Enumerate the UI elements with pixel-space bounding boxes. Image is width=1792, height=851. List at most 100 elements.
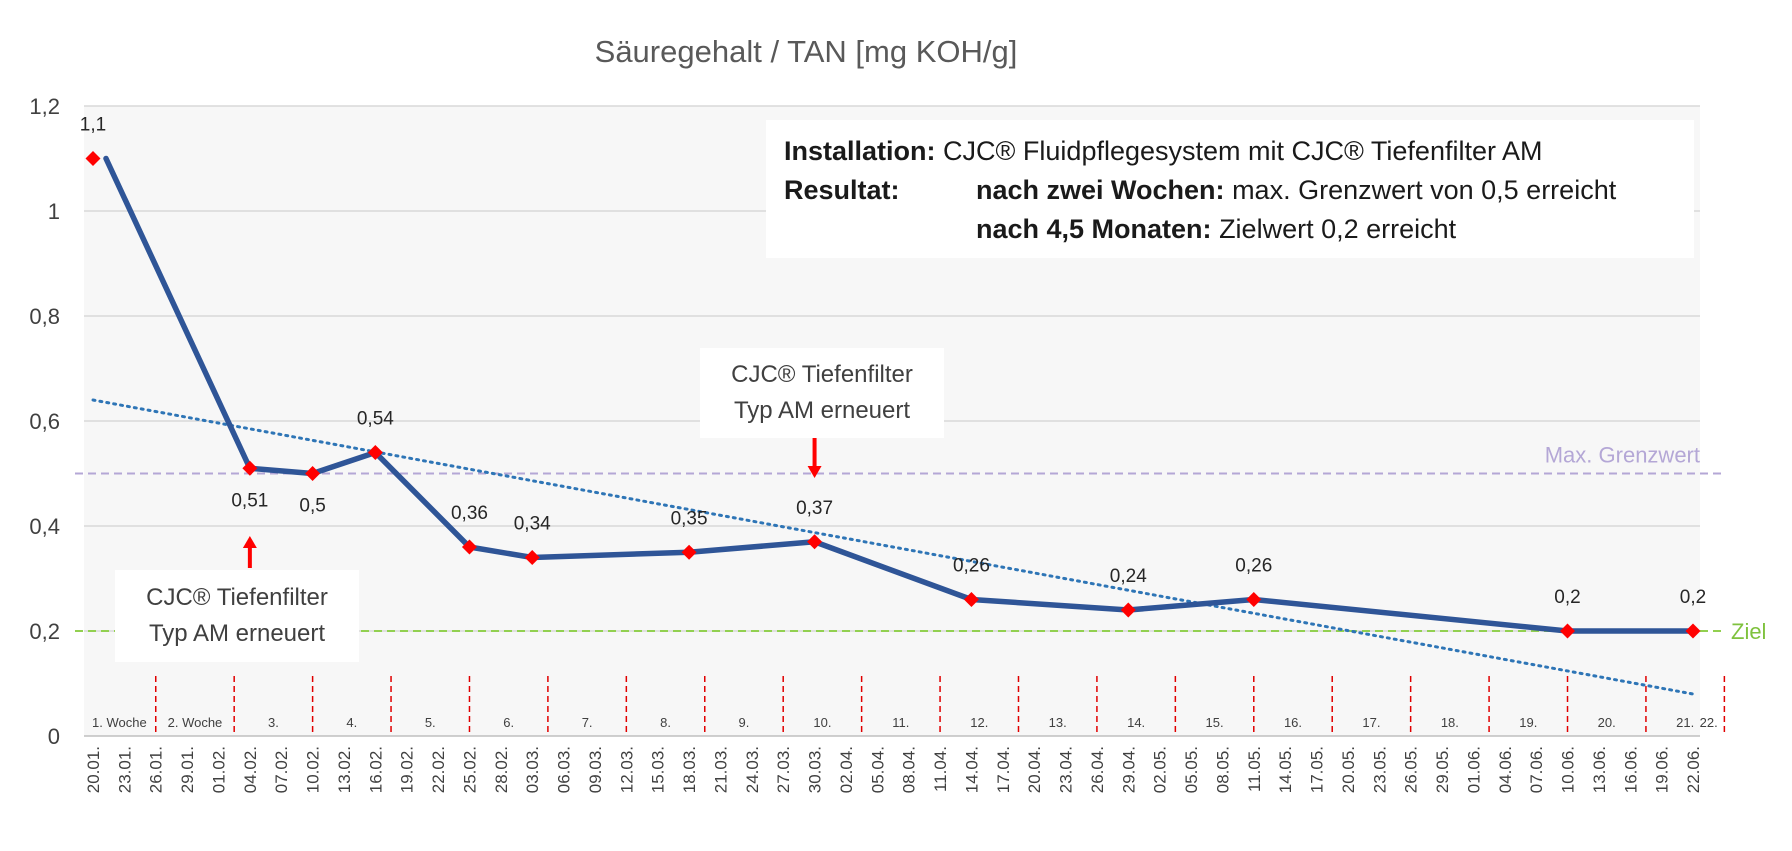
data-point-marker — [305, 466, 321, 481]
week-label: 17. — [1362, 715, 1380, 730]
data-label: 0,26 — [1235, 556, 1272, 577]
data-label: 0,36 — [451, 503, 488, 524]
week-label: 2. Woche — [168, 715, 223, 730]
arrow-callout-2-head — [807, 466, 822, 478]
x-tick-label: 13.06. — [1590, 746, 1609, 793]
data-point-marker — [681, 544, 697, 560]
x-tick-label: 20.05. — [1339, 746, 1358, 793]
x-tick-label: 28.02. — [492, 746, 511, 793]
callout-filter-renewed-2: CJC® Tiefenfilter Typ AM erneuert — [700, 348, 944, 438]
x-tick-label: 27.03. — [774, 746, 793, 793]
x-tick-label: 16.06. — [1621, 746, 1640, 793]
x-tick-label: 06.03. — [555, 746, 574, 793]
x-tick-label: 21.03. — [711, 746, 730, 793]
y-tick-label: 0 — [48, 724, 60, 749]
x-tick-label: 29.04. — [1119, 746, 1138, 793]
x-tick-label: 02.05. — [1151, 746, 1170, 793]
week-label: 11. — [892, 715, 909, 730]
x-tick-label: 22.02. — [429, 746, 448, 793]
installation-text: CJC® Fluidpflegesystem mit CJC® Tiefenfi… — [943, 136, 1543, 166]
week-label: 14. — [1127, 715, 1145, 730]
callout-filter-renewed-1: CJC® Tiefenfilter Typ AM erneuert — [115, 570, 359, 662]
week-label: 1. Woche — [92, 715, 147, 730]
x-tick-label: 08.04. — [900, 746, 919, 793]
result-label: Resultat: — [784, 175, 900, 205]
week-label: 15. — [1206, 715, 1224, 730]
week-label: 12. — [970, 715, 988, 730]
callout-2-line2: Typ AM erneuert — [733, 397, 911, 424]
data-label: 0,54 — [357, 409, 394, 430]
arrow-callout-1-head — [242, 536, 257, 548]
data-point-marker — [1685, 623, 1701, 639]
result-2-text: Zielwert 0,2 erreicht — [1219, 214, 1457, 244]
week-label: 6. — [503, 715, 514, 730]
x-tick-label: 29.01. — [178, 746, 197, 793]
data-point-marker — [367, 445, 383, 460]
data-label: 0,34 — [514, 514, 551, 535]
result-1-text: max. Grenzwert von 0,5 erreicht — [1232, 175, 1617, 205]
x-tick-label: 29.05. — [1433, 746, 1452, 793]
y-tick-label: 0,4 — [29, 514, 60, 539]
data-label: 0,35 — [671, 508, 708, 529]
x-tick-label: 07.06. — [1527, 746, 1546, 793]
callout-2-line1: CJC® Tiefenfilter — [731, 361, 913, 388]
y-tick-label: 0,2 — [29, 619, 60, 644]
x-tick-label: 01.02. — [209, 746, 228, 793]
week-label: 5. — [425, 715, 436, 730]
data-label: 0,2 — [1680, 587, 1706, 608]
y-tick-label: 0,6 — [29, 409, 60, 434]
week-label: 8. — [660, 715, 671, 730]
week-label: 22. — [1700, 715, 1718, 730]
callout-1-line2: Typ AM erneuert — [148, 620, 326, 647]
data-point-marker — [461, 539, 477, 555]
x-tick-label: 09.03. — [586, 746, 605, 793]
x-tick-label: 07.02. — [272, 746, 291, 793]
y-tick-label: 1,2 — [29, 94, 60, 119]
week-label: 13. — [1049, 715, 1067, 730]
x-tick-label: 17.05. — [1308, 746, 1327, 793]
result-2-bold: nach 4,5 Monaten: — [976, 214, 1212, 244]
data-label: 0,26 — [953, 556, 990, 577]
x-tick-label: 19.02. — [398, 746, 417, 793]
x-tick-label: 20.01. — [84, 746, 103, 793]
x-tick-label: 20.04. — [1025, 746, 1044, 793]
data-point-marker — [1560, 623, 1576, 639]
x-tick-label: 19.06. — [1653, 746, 1672, 793]
week-label: 18. — [1441, 715, 1459, 730]
data-point-marker — [524, 550, 540, 565]
week-label: 10. — [813, 715, 831, 730]
data-point-marker — [85, 151, 101, 166]
x-tick-label: 08.05. — [1213, 746, 1232, 793]
week-label: 3. — [268, 715, 279, 730]
data-point-marker — [1120, 602, 1136, 618]
info-box: Installation: CJC® Fluidpflegesystem mit… — [766, 120, 1694, 258]
x-tick-label: 16.02. — [366, 746, 385, 793]
x-tick-label: 05.04. — [868, 746, 887, 793]
x-tick-label: 26.01. — [147, 746, 166, 793]
x-tick-label: 25.02. — [460, 746, 479, 793]
x-tick-label: 10.06. — [1559, 746, 1578, 793]
x-tick-label: 13.02. — [335, 746, 354, 793]
week-label: 20. — [1598, 715, 1616, 730]
data-point-marker — [1246, 592, 1262, 607]
target-label: Ziel — [1731, 619, 1766, 644]
week-label: 19. — [1519, 715, 1537, 730]
week-label: 21. — [1676, 715, 1694, 730]
x-tick-label: 15.03. — [649, 746, 668, 793]
week-label: 4. — [346, 715, 357, 730]
x-tick-label: 14.05. — [1276, 746, 1295, 793]
x-tick-label: 12.03. — [617, 746, 636, 793]
week-label: 7. — [582, 715, 593, 730]
result-1-bold: nach zwei Wochen: — [976, 175, 1225, 205]
x-tick-label: 04.06. — [1496, 746, 1515, 793]
x-tick-label: 22.06. — [1684, 746, 1703, 793]
data-point-marker — [807, 534, 823, 550]
data-label: 0,51 — [231, 490, 268, 511]
y-tick-label: 1 — [48, 199, 60, 224]
callout-1-line1: CJC® Tiefenfilter — [146, 584, 328, 611]
x-tick-label: 05.05. — [1182, 746, 1201, 793]
x-tick-label: 23.01. — [115, 746, 134, 793]
y-tick-label: 0,8 — [29, 304, 60, 329]
x-tick-label: 03.03. — [523, 746, 542, 793]
